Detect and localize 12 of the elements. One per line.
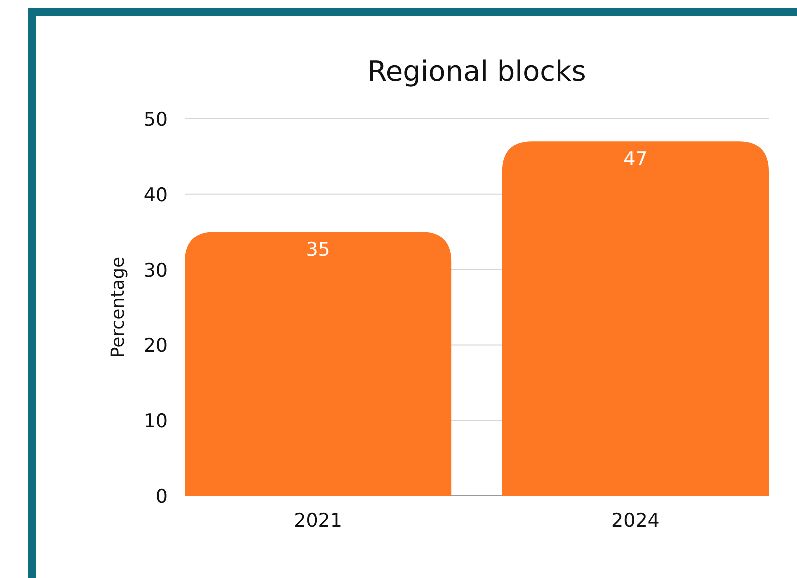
y-tick-label: 30 xyxy=(144,260,168,282)
y-tick-label: 10 xyxy=(144,410,168,433)
x-tick-label: 2021 xyxy=(294,510,342,532)
y-tick-label: 0 xyxy=(156,486,168,508)
y-tick-label: 20 xyxy=(144,335,168,358)
y-tick-label: 40 xyxy=(144,184,168,206)
chart-title: Regional blocks xyxy=(368,55,586,88)
y-tick-label: 50 xyxy=(144,109,168,131)
data-label: 47 xyxy=(624,148,648,171)
y-axis-title: Percentage xyxy=(108,256,129,358)
x-tick-label: 2024 xyxy=(612,510,660,532)
data-label: 35 xyxy=(306,239,330,262)
